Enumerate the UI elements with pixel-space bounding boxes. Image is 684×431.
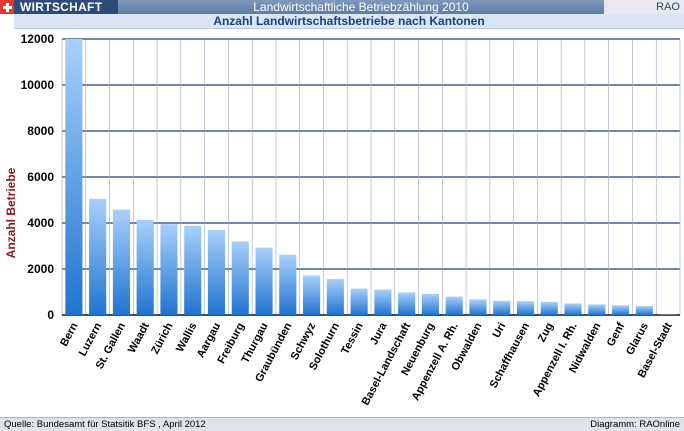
bar xyxy=(136,220,154,315)
x-tick-label: Genf xyxy=(605,320,628,348)
bar xyxy=(588,304,606,315)
chart-title: Anzahl Landwirtschaftsbetriebe nach Kant… xyxy=(14,14,684,29)
bar xyxy=(421,293,439,315)
y-tick-label: 2000 xyxy=(27,262,54,276)
bar xyxy=(89,198,107,315)
bar xyxy=(540,301,558,315)
bar xyxy=(612,305,630,315)
chart-area: 0 2000 4000 6000 8000 10000 12000 Bern Luzern St… xyxy=(0,30,684,416)
bar xyxy=(112,209,130,315)
y-tick-label: 6000 xyxy=(27,170,54,184)
x-tick-label: Zug xyxy=(536,321,556,344)
source-note: Quelle: Bundesamt für Statsitik BFS , Ap… xyxy=(4,419,206,430)
y-axis-label: Anzahl Betriebe xyxy=(4,167,18,258)
bar xyxy=(516,301,535,315)
y-tick-label: 12000 xyxy=(21,32,55,46)
bar xyxy=(564,303,582,315)
header-bar: WIRTSCHAFT Landwirtschaftliche Betriebzä… xyxy=(0,0,684,14)
x-tick-label: Waadt xyxy=(126,320,152,355)
x-tick-label: Bern xyxy=(58,321,80,349)
bar xyxy=(493,300,511,315)
bar xyxy=(255,247,273,315)
footer: Quelle: Bundesamt für Statsitik BFS , Ap… xyxy=(0,417,684,431)
bar xyxy=(469,299,487,315)
bar xyxy=(207,229,226,315)
bar xyxy=(160,224,178,315)
bar xyxy=(303,275,321,315)
bar xyxy=(398,292,416,315)
y-tick-label: 4000 xyxy=(27,216,54,230)
bar xyxy=(445,296,463,315)
bar xyxy=(326,279,344,315)
brand-label[interactable]: RAO xyxy=(604,0,684,14)
x-tick-label: Zürich xyxy=(149,321,176,357)
bar xyxy=(65,39,83,315)
x-tick-label: Uri xyxy=(491,321,509,340)
bar xyxy=(279,254,297,315)
y-tick-label: 8000 xyxy=(27,124,54,138)
x-tick-label: Jura xyxy=(368,320,390,347)
bar xyxy=(635,306,653,315)
bar xyxy=(184,225,202,315)
bar xyxy=(374,289,392,315)
x-tick-label: Tessin xyxy=(339,321,366,357)
credit-note: Diagramm: RAOnline xyxy=(590,419,680,430)
page-title: Landwirtschaftliche Betriebzählung 2010 xyxy=(118,0,604,14)
bar xyxy=(350,288,368,315)
section-label[interactable]: WIRTSCHAFT xyxy=(14,0,118,14)
y-tick-label: 10000 xyxy=(21,78,55,92)
x-tick-label: Wallis xyxy=(174,321,199,354)
y-tick-label: 0 xyxy=(47,308,54,322)
swiss-flag-icon xyxy=(0,0,14,14)
bar xyxy=(231,241,249,315)
